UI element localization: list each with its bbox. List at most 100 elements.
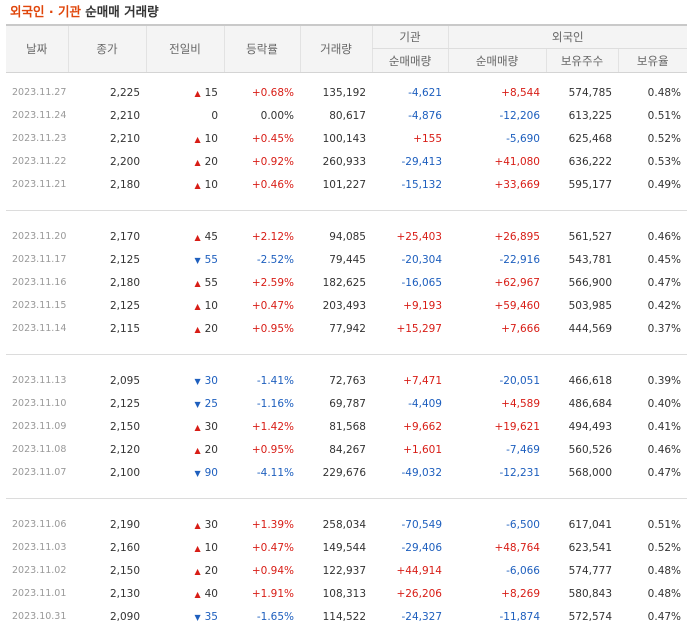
- date-cell: 2023.11.27: [6, 81, 68, 104]
- header-institution-group: 기관: [372, 25, 448, 49]
- date-cell: 2023.11.14: [6, 317, 68, 340]
- volume-cell: 114,522: [300, 605, 372, 628]
- ratio-cell: 0.48%: [618, 559, 687, 582]
- change-cell: ▲45: [146, 225, 224, 248]
- change-cell: ▲55: [146, 271, 224, 294]
- header-rate: 등락률: [224, 25, 300, 73]
- holdings-cell: 574,777: [546, 559, 618, 582]
- holdings-cell: 636,222: [546, 150, 618, 173]
- up-arrow-icon: ▲: [194, 446, 200, 455]
- change-cell: ▲40: [146, 582, 224, 605]
- volume-cell: 79,445: [300, 248, 372, 271]
- ratio-cell: 0.37%: [618, 317, 687, 340]
- date-cell: 2023.11.08: [6, 438, 68, 461]
- holdings-cell: 561,527: [546, 225, 618, 248]
- date-cell: 2023.11.01: [6, 582, 68, 605]
- close-cell: 2,100: [68, 461, 146, 484]
- volume-cell: 229,676: [300, 461, 372, 484]
- date-cell: 2023.11.17: [6, 248, 68, 271]
- close-cell: 2,210: [68, 104, 146, 127]
- foreign-net-cell: +41,080: [448, 150, 546, 173]
- change-value: 20: [205, 156, 218, 168]
- institution-net-cell: -70,549: [372, 513, 448, 536]
- change-value: 20: [205, 444, 218, 456]
- holdings-cell: 613,225: [546, 104, 618, 127]
- header-institution-net: 순매매량: [372, 49, 448, 73]
- holdings-cell: 444,569: [546, 317, 618, 340]
- foreign-net-cell: +33,669: [448, 173, 546, 196]
- down-arrow-icon: ▼: [194, 377, 200, 386]
- header-date: 날짜: [6, 25, 68, 73]
- date-cell: 2023.11.16: [6, 271, 68, 294]
- institution-net-cell: -4,876: [372, 104, 448, 127]
- ratio-cell: 0.47%: [618, 605, 687, 628]
- ratio-cell: 0.49%: [618, 173, 687, 196]
- up-arrow-icon: ▲: [194, 423, 200, 432]
- date-cell: 2023.10.31: [6, 605, 68, 628]
- institution-net-cell: -4,621: [372, 81, 448, 104]
- change-cell: ▲10: [146, 173, 224, 196]
- holdings-cell: 560,526: [546, 438, 618, 461]
- foreign-net-cell: -22,916: [448, 248, 546, 271]
- down-arrow-icon: ▼: [194, 256, 200, 265]
- rate-cell: -1.16%: [224, 392, 300, 415]
- close-cell: 2,095: [68, 369, 146, 392]
- holdings-cell: 543,781: [546, 248, 618, 271]
- date-cell: 2023.11.03: [6, 536, 68, 559]
- holdings-cell: 617,041: [546, 513, 618, 536]
- institution-net-cell: -49,032: [372, 461, 448, 484]
- rate-cell: -4.11%: [224, 461, 300, 484]
- change-cell: ▼35: [146, 605, 224, 628]
- foreign-net-cell: -11,874: [448, 605, 546, 628]
- down-arrow-icon: ▼: [194, 613, 200, 622]
- date-cell: 2023.11.13: [6, 369, 68, 392]
- date-cell: 2023.11.06: [6, 513, 68, 536]
- holdings-cell: 595,177: [546, 173, 618, 196]
- rate-cell: +0.92%: [224, 150, 300, 173]
- rate-cell: +0.46%: [224, 173, 300, 196]
- institution-net-cell: +9,662: [372, 415, 448, 438]
- holdings-cell: 494,493: [546, 415, 618, 438]
- holdings-cell: 623,541: [546, 536, 618, 559]
- ratio-cell: 0.52%: [618, 536, 687, 559]
- up-arrow-icon: ▲: [194, 302, 200, 311]
- change-cell: 0: [146, 104, 224, 127]
- rate-cell: -1.41%: [224, 369, 300, 392]
- foreign-net-cell: +19,621: [448, 415, 546, 438]
- header-change: 전일비: [146, 25, 224, 73]
- date-cell: 2023.11.23: [6, 127, 68, 150]
- institution-net-cell: +1,601: [372, 438, 448, 461]
- rate-cell: +0.94%: [224, 559, 300, 582]
- ratio-cell: 0.46%: [618, 225, 687, 248]
- rate-cell: +2.12%: [224, 225, 300, 248]
- up-arrow-icon: ▲: [194, 279, 200, 288]
- ratio-cell: 0.47%: [618, 461, 687, 484]
- institution-net-cell: -16,065: [372, 271, 448, 294]
- institution-net-cell: +7,471: [372, 369, 448, 392]
- change-value: 45: [205, 231, 218, 243]
- holdings-cell: 574,785: [546, 81, 618, 104]
- change-cell: ▼90: [146, 461, 224, 484]
- date-cell: 2023.11.09: [6, 415, 68, 438]
- ratio-cell: 0.41%: [618, 415, 687, 438]
- close-cell: 2,160: [68, 536, 146, 559]
- ratio-cell: 0.45%: [618, 248, 687, 271]
- close-cell: 2,150: [68, 415, 146, 438]
- date-cell: 2023.11.07: [6, 461, 68, 484]
- change-cell: ▲10: [146, 127, 224, 150]
- holdings-cell: 572,574: [546, 605, 618, 628]
- ratio-cell: 0.48%: [618, 81, 687, 104]
- date-cell: 2023.11.22: [6, 150, 68, 173]
- change-value: 0: [211, 110, 218, 122]
- header-volume: 거래량: [300, 25, 372, 73]
- up-arrow-icon: ▲: [194, 590, 200, 599]
